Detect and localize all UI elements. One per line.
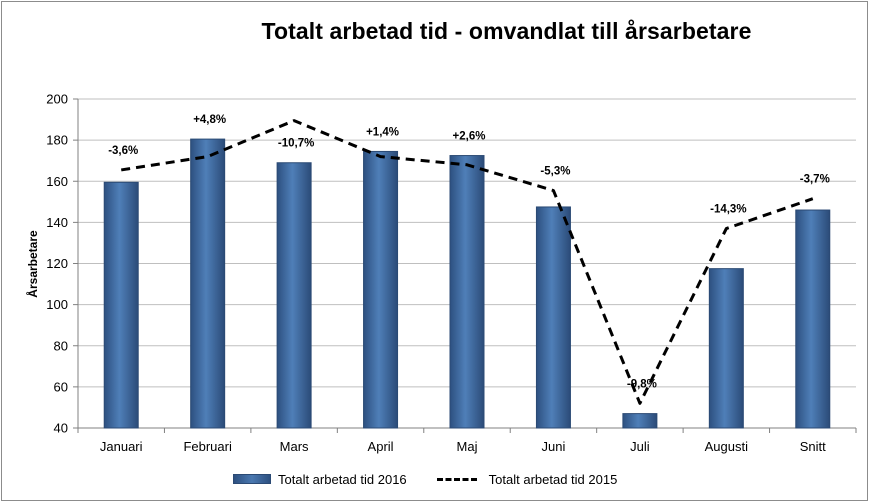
line-series [120, 119, 814, 405]
data-label: -5,3% [540, 166, 570, 178]
y-tick-label: 160 [46, 174, 68, 189]
x-tick-label: Augusti [705, 439, 748, 454]
y-tick-label: 80 [54, 338, 68, 353]
axes: 40 60 80 100 120 140 160 180 200 Januari Februari M… [46, 92, 857, 454]
legend-item-2016: Totalt arbetad tid 2016 [233, 472, 407, 487]
bar [276, 162, 312, 429]
data-label: -9,8% [627, 378, 657, 390]
data-label: -3,6% [108, 145, 138, 157]
data-label: +4,8% [193, 114, 226, 126]
bar [190, 138, 226, 429]
x-tick-label: Maj [457, 439, 478, 454]
data-label: -14,3% [710, 204, 746, 216]
chart-title: Totalt arbetad tid - omvandlat till årsa… [261, 18, 752, 44]
y-tick-label: 60 [54, 379, 68, 394]
data-label: -10,7% [278, 138, 314, 150]
bar [708, 268, 744, 429]
y-axis-label: Årsarbetare [25, 230, 40, 298]
data-labels: -3,6% +4,8% -10,7% +1,4% +2,6% -5,3% -9,8% -14,… [108, 114, 830, 390]
data-label: +1,4% [366, 126, 399, 138]
y-tick-label: 120 [46, 256, 68, 271]
x-tick-label: April [368, 439, 394, 454]
legend-bar-swatch [233, 474, 271, 484]
x-tick-label: Mars [280, 439, 309, 454]
x-tick-label: Januari [100, 439, 143, 454]
x-tick-label: Februari [183, 439, 232, 454]
bar [103, 181, 139, 429]
data-label: +2,6% [453, 131, 486, 143]
bar [795, 209, 831, 429]
y-tick-label: 180 [46, 133, 68, 148]
legend-line-swatch [436, 477, 477, 481]
bar [622, 413, 658, 429]
line-2015 [120, 119, 814, 405]
bar [449, 155, 485, 429]
legend: Totalt arbetad tid 2016 Totalt arbetad t… [233, 466, 647, 492]
y-tick-label: 140 [46, 215, 68, 230]
y-tick-label: 100 [46, 297, 68, 312]
x-tick-label: Juli [630, 439, 650, 454]
y-tick-label: 40 [54, 421, 68, 436]
x-tick-label: Snitt [800, 439, 826, 454]
bar [535, 206, 571, 429]
legend-item-2015: Totalt arbetad tid 2015 [436, 471, 618, 487]
legend-label-2015: Totalt arbetad tid 2015 [488, 471, 618, 487]
bar [363, 150, 399, 429]
x-tick-label: Juni [542, 439, 566, 454]
bar-series [103, 138, 831, 429]
legend-label-2016: Totalt arbetad tid 2016 [278, 471, 407, 487]
y-tick-label: 200 [46, 92, 68, 107]
data-label: -3,7% [800, 174, 830, 186]
